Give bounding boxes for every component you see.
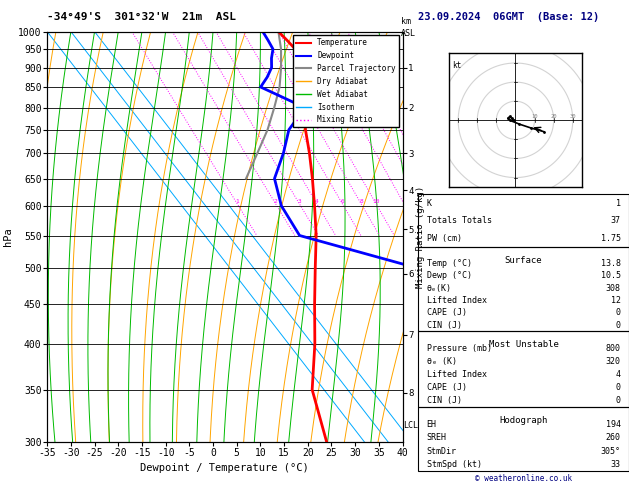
Text: 10.5: 10.5 (601, 271, 621, 280)
Text: 260: 260 (606, 433, 621, 442)
Text: 0: 0 (616, 308, 621, 317)
Text: 12: 12 (611, 296, 621, 305)
Text: 4: 4 (315, 199, 319, 204)
Bar (418, 407, 629, 471)
Text: Pressure (mb): Pressure (mb) (426, 344, 492, 353)
Y-axis label: Mixing Ratio (g/kg): Mixing Ratio (g/kg) (416, 186, 425, 288)
Text: kt: kt (452, 61, 462, 70)
Text: 0: 0 (616, 383, 621, 392)
Text: Surface: Surface (505, 256, 542, 265)
Text: Hodograph: Hodograph (499, 416, 548, 425)
Text: 1: 1 (235, 199, 239, 204)
Text: Temp (°C): Temp (°C) (426, 259, 472, 268)
Bar (418, 247, 629, 331)
Text: 37: 37 (611, 216, 621, 225)
Text: PW (cm): PW (cm) (426, 234, 462, 243)
Text: CAPE (J): CAPE (J) (426, 308, 467, 317)
Text: 1: 1 (616, 199, 621, 208)
Y-axis label: hPa: hPa (3, 227, 13, 246)
Text: StmSpd (kt): StmSpd (kt) (426, 460, 482, 469)
Text: StmDir: StmDir (426, 447, 457, 456)
Text: Lifted Index: Lifted Index (426, 296, 487, 305)
Text: © weatheronline.co.uk: © weatheronline.co.uk (475, 474, 572, 483)
Text: Most Unstable: Most Unstable (489, 340, 559, 349)
Text: K: K (426, 199, 431, 208)
Text: SREH: SREH (426, 433, 447, 442)
Text: CIN (J): CIN (J) (426, 321, 462, 330)
Text: 1.75: 1.75 (601, 234, 621, 243)
Text: EH: EH (426, 420, 437, 429)
Text: θₑ(K): θₑ(K) (426, 283, 452, 293)
Text: 6: 6 (340, 199, 344, 204)
Text: θₑ (K): θₑ (K) (426, 357, 457, 366)
Text: 8: 8 (359, 199, 363, 204)
Bar (418, 331, 629, 407)
Text: 308: 308 (606, 283, 621, 293)
Text: 4: 4 (616, 370, 621, 379)
Bar (418, 194, 629, 247)
Text: 320: 320 (606, 357, 621, 366)
Text: Dewp (°C): Dewp (°C) (426, 271, 472, 280)
Text: -34°49'S  301°32'W  21m  ASL: -34°49'S 301°32'W 21m ASL (47, 12, 236, 22)
Text: CAPE (J): CAPE (J) (426, 383, 467, 392)
Text: 0: 0 (616, 321, 621, 330)
Text: 3: 3 (298, 199, 301, 204)
Text: 0: 0 (616, 396, 621, 405)
Text: 800: 800 (606, 344, 621, 353)
Text: 20: 20 (550, 114, 557, 120)
X-axis label: Dewpoint / Temperature (°C): Dewpoint / Temperature (°C) (140, 463, 309, 473)
Text: 305°: 305° (601, 447, 621, 456)
Text: 23.09.2024  06GMT  (Base: 12): 23.09.2024 06GMT (Base: 12) (418, 12, 599, 22)
Text: 10: 10 (372, 199, 380, 204)
Text: LCL: LCL (403, 421, 418, 430)
Text: ASL: ASL (401, 29, 416, 38)
Text: 10: 10 (532, 114, 538, 120)
Text: Lifted Index: Lifted Index (426, 370, 487, 379)
Text: km: km (401, 17, 411, 26)
Text: 30: 30 (569, 114, 576, 120)
Text: CIN (J): CIN (J) (426, 396, 462, 405)
Text: 194: 194 (606, 420, 621, 429)
Text: 33: 33 (611, 460, 621, 469)
Text: 13.8: 13.8 (601, 259, 621, 268)
Text: 2: 2 (274, 199, 277, 204)
Text: Totals Totals: Totals Totals (426, 216, 492, 225)
Legend: Temperature, Dewpoint, Parcel Trajectory, Dry Adiabat, Wet Adiabat, Isotherm, Mi: Temperature, Dewpoint, Parcel Trajectory… (292, 35, 399, 127)
